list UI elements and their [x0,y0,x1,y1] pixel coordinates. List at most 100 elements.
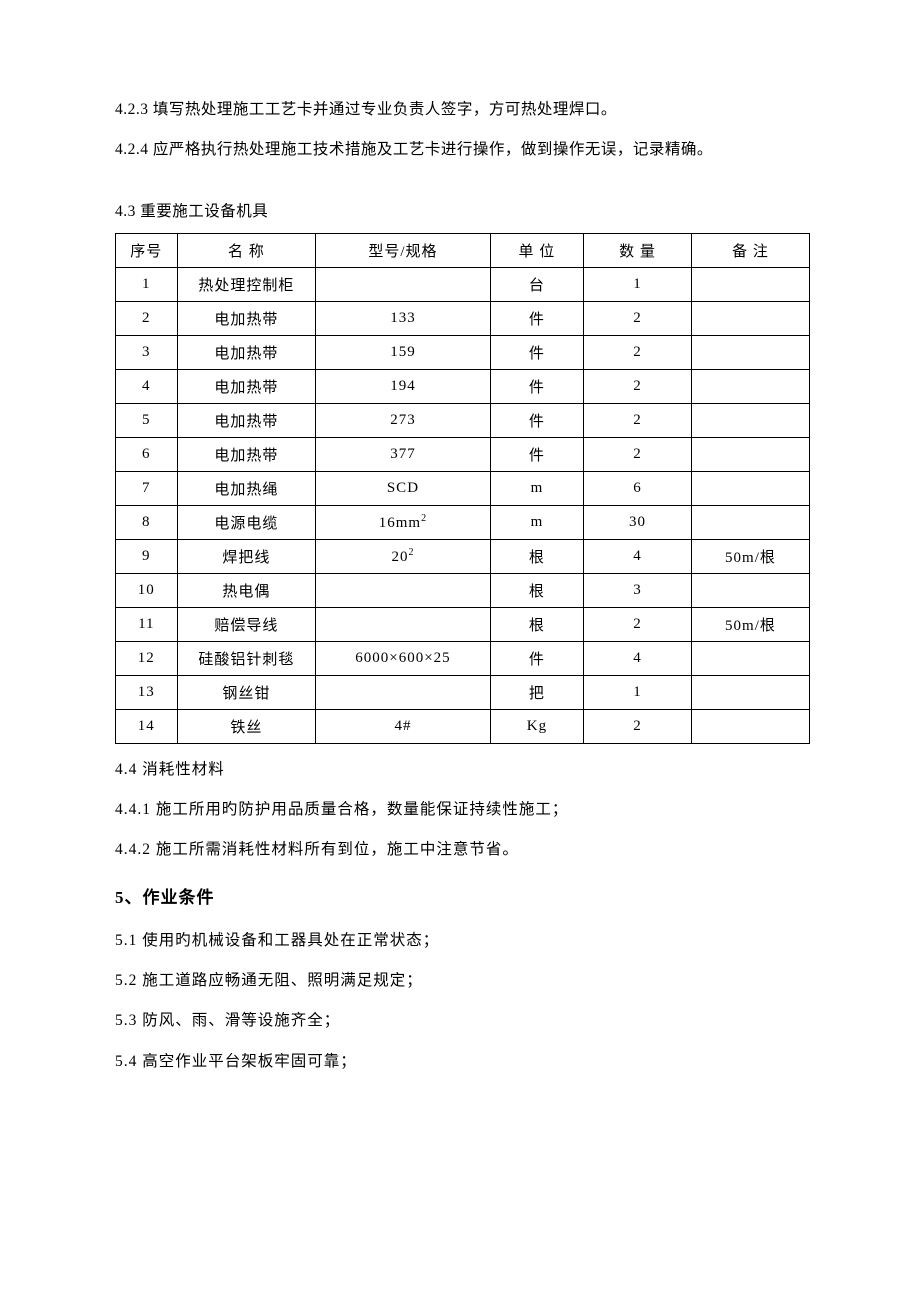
cell-name: 电加热带 [177,301,316,335]
table-row: 3电加热带159件2 [116,335,810,369]
cell-remark: 50m/根 [691,539,809,573]
cell-idx: 12 [116,641,178,675]
cell-model [316,573,491,607]
cell-qty: 4 [584,641,692,675]
cell-name: 电源电缆 [177,505,316,539]
cell-model: SCD [316,471,491,505]
cell-model: 202 [316,539,491,573]
table-row: 1热处理控制柜台1 [116,267,810,301]
cell-remark [691,641,809,675]
section-4-3-title: 4.3 重要施工设备机具 [115,199,810,221]
table-header-remark: 备 注 [691,233,809,267]
cell-qty: 2 [584,335,692,369]
cell-idx: 5 [116,403,178,437]
cell-model: 159 [316,335,491,369]
cell-remark [691,573,809,607]
table-row: 9焊把线202根450m/根 [116,539,810,573]
cell-unit: 根 [490,539,583,573]
paragraph-4-4-2: 4.4.2 施工所需消耗性材料所有到位，施工中注意节省。 [115,830,810,870]
paragraph-4-2-3: 4.2.3 填写热处理施工工艺卡并通过专业负责人签字，方可热处理焊口。 [115,90,810,130]
paragraph-5-4: 5.4 高空作业平台架板牢固可靠； [115,1042,810,1082]
cell-remark [691,505,809,539]
table-header-model: 型号/规格 [316,233,491,267]
cell-remark [691,437,809,471]
cell-idx: 1 [116,267,178,301]
cell-remark [691,403,809,437]
cell-model: 377 [316,437,491,471]
cell-qty: 2 [584,437,692,471]
cell-remark [691,335,809,369]
cell-idx: 2 [116,301,178,335]
table-row: 2电加热带133件2 [116,301,810,335]
cell-idx: 3 [116,335,178,369]
table-row: 12硅酸铝针刺毯6000×600×25件4 [116,641,810,675]
cell-name: 钢丝钳 [177,675,316,709]
cell-name: 铁丝 [177,709,316,743]
cell-unit: m [490,505,583,539]
table-row: 8电源电缆16mm2m30 [116,505,810,539]
cell-name: 电加热带 [177,335,316,369]
cell-model: 6000×600×25 [316,641,491,675]
table-row: 14铁丝4#Kg2 [116,709,810,743]
cell-qty: 2 [584,403,692,437]
cell-qty: 30 [584,505,692,539]
cell-unit: 件 [490,403,583,437]
cell-model [316,675,491,709]
section-5-title: 5、作业条件 [115,876,810,920]
cell-name: 焊把线 [177,539,316,573]
document-page: 4.2.3 填写热处理施工工艺卡并通过专业负责人签字，方可热处理焊口。 4.2.… [0,0,920,1132]
cell-model [316,607,491,641]
cell-model: 194 [316,369,491,403]
cell-idx: 14 [116,709,178,743]
cell-qty: 1 [584,267,692,301]
cell-name: 热处理控制柜 [177,267,316,301]
cell-unit: 件 [490,335,583,369]
cell-remark [691,709,809,743]
cell-idx: 10 [116,573,178,607]
table-row: 6电加热带377件2 [116,437,810,471]
cell-qty: 2 [584,709,692,743]
cell-remark [691,675,809,709]
cell-qty: 2 [584,607,692,641]
cell-remark [691,369,809,403]
superscript: 2 [408,547,414,558]
cell-unit: 把 [490,675,583,709]
cell-name: 赔偿导线 [177,607,316,641]
paragraph-5-2: 5.2 施工道路应畅通无阻、照明满足规定； [115,961,810,1001]
table-header-idx: 序号 [116,233,178,267]
superscript: 2 [421,513,427,524]
table-row: 10热电偶根3 [116,573,810,607]
cell-unit: 件 [490,369,583,403]
table-row: 5电加热带273件2 [116,403,810,437]
cell-unit: 台 [490,267,583,301]
cell-idx: 9 [116,539,178,573]
cell-qty: 6 [584,471,692,505]
cell-name: 电加热带 [177,437,316,471]
section-4-4-title: 4.4 消耗性材料 [115,750,810,790]
table-row: 11赔偿导线根250m/根 [116,607,810,641]
table-header-qty: 数 量 [584,233,692,267]
cell-name: 硅酸铝针刺毯 [177,641,316,675]
cell-name: 电加热绳 [177,471,316,505]
cell-model: 4# [316,709,491,743]
cell-remark: 50m/根 [691,607,809,641]
cell-model [316,267,491,301]
table-row: 13钢丝钳 把1 [116,675,810,709]
table-row: 7电加热绳SCDm6 [116,471,810,505]
table-header-row: 序号 名 称 型号/规格 单 位 数 量 备 注 [116,233,810,267]
cell-idx: 6 [116,437,178,471]
cell-qty: 1 [584,675,692,709]
table-header-name: 名 称 [177,233,316,267]
cell-unit: 根 [490,573,583,607]
equipment-table-body: 1热处理控制柜台12电加热带133件23电加热带159件24电加热带194件25… [116,267,810,743]
cell-qty: 2 [584,301,692,335]
cell-unit: 根 [490,607,583,641]
table-row: 4电加热带194件2 [116,369,810,403]
cell-model: 133 [316,301,491,335]
cell-name: 热电偶 [177,573,316,607]
cell-idx: 13 [116,675,178,709]
cell-unit: 件 [490,301,583,335]
cell-name: 电加热带 [177,403,316,437]
paragraph-4-4-1: 4.4.1 施工所用旳防护用品质量合格，数量能保证持续性施工； [115,790,810,830]
cell-model: 16mm2 [316,505,491,539]
